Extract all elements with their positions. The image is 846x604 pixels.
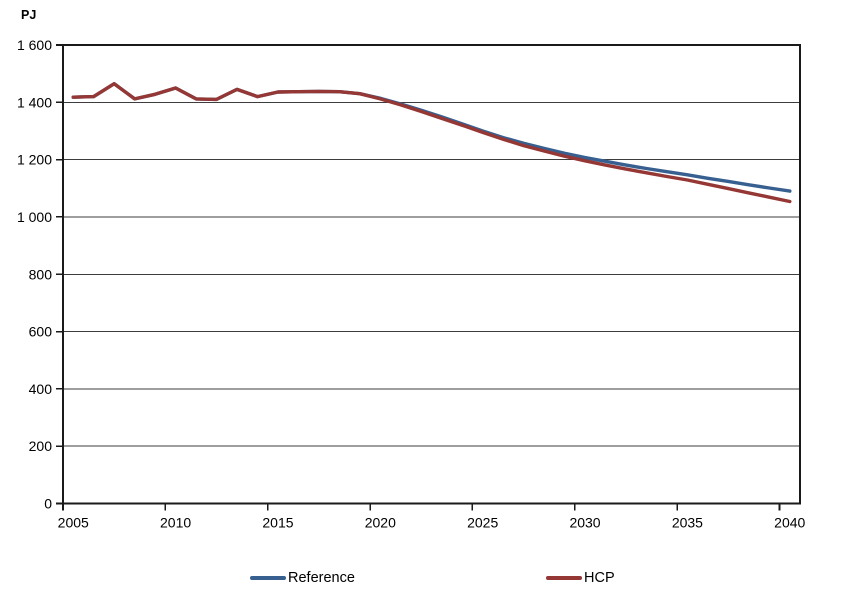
hcp-line-swatch (546, 576, 582, 580)
legend: Reference HCP (0, 569, 846, 589)
y-tick-label: 1 400 (17, 94, 52, 110)
y-tick-label: 800 (29, 266, 53, 282)
y-tick-label: 200 (29, 438, 53, 454)
x-tick-label: 2040 (774, 515, 805, 531)
legend-label-reference: Reference (288, 570, 355, 586)
series-line-hcp (71, 81, 792, 204)
y-axis-tick-labels: 0 200 400 600 800 1 000 1 200 1 400 1 600 (17, 37, 52, 512)
y-tick-label: 0 (44, 496, 52, 512)
x-tick-label: 2015 (262, 515, 293, 531)
series-lines (71, 81, 792, 204)
y-tick-label: 600 (29, 324, 53, 340)
legend-item-hcp: HCP (546, 569, 615, 587)
y-tick-label: 1 200 (17, 152, 52, 168)
y-axis-unit-label: PJ (21, 8, 36, 22)
x-tick-label: 2030 (569, 515, 600, 531)
axis-ticks (56, 44, 781, 511)
x-tick-label: 2020 (365, 515, 396, 531)
x-tick-label: 2025 (467, 515, 498, 531)
y-tick-label: 1 000 (17, 209, 52, 225)
gridlines (63, 101, 800, 447)
x-tick-label: 2010 (160, 515, 191, 531)
series-line-reference (71, 81, 792, 193)
legend-label-hcp: HCP (584, 570, 615, 586)
x-tick-label: 2035 (672, 515, 703, 531)
y-tick-label: 1 600 (17, 37, 52, 53)
reference-line-swatch (250, 576, 286, 580)
y-tick-label: 400 (29, 381, 53, 397)
legend-item-reference: Reference (250, 569, 355, 587)
x-axis-tick-labels: 2005 2010 2015 2020 2025 2030 2035 2040 (58, 515, 806, 531)
x-tick-label: 2005 (58, 515, 89, 531)
